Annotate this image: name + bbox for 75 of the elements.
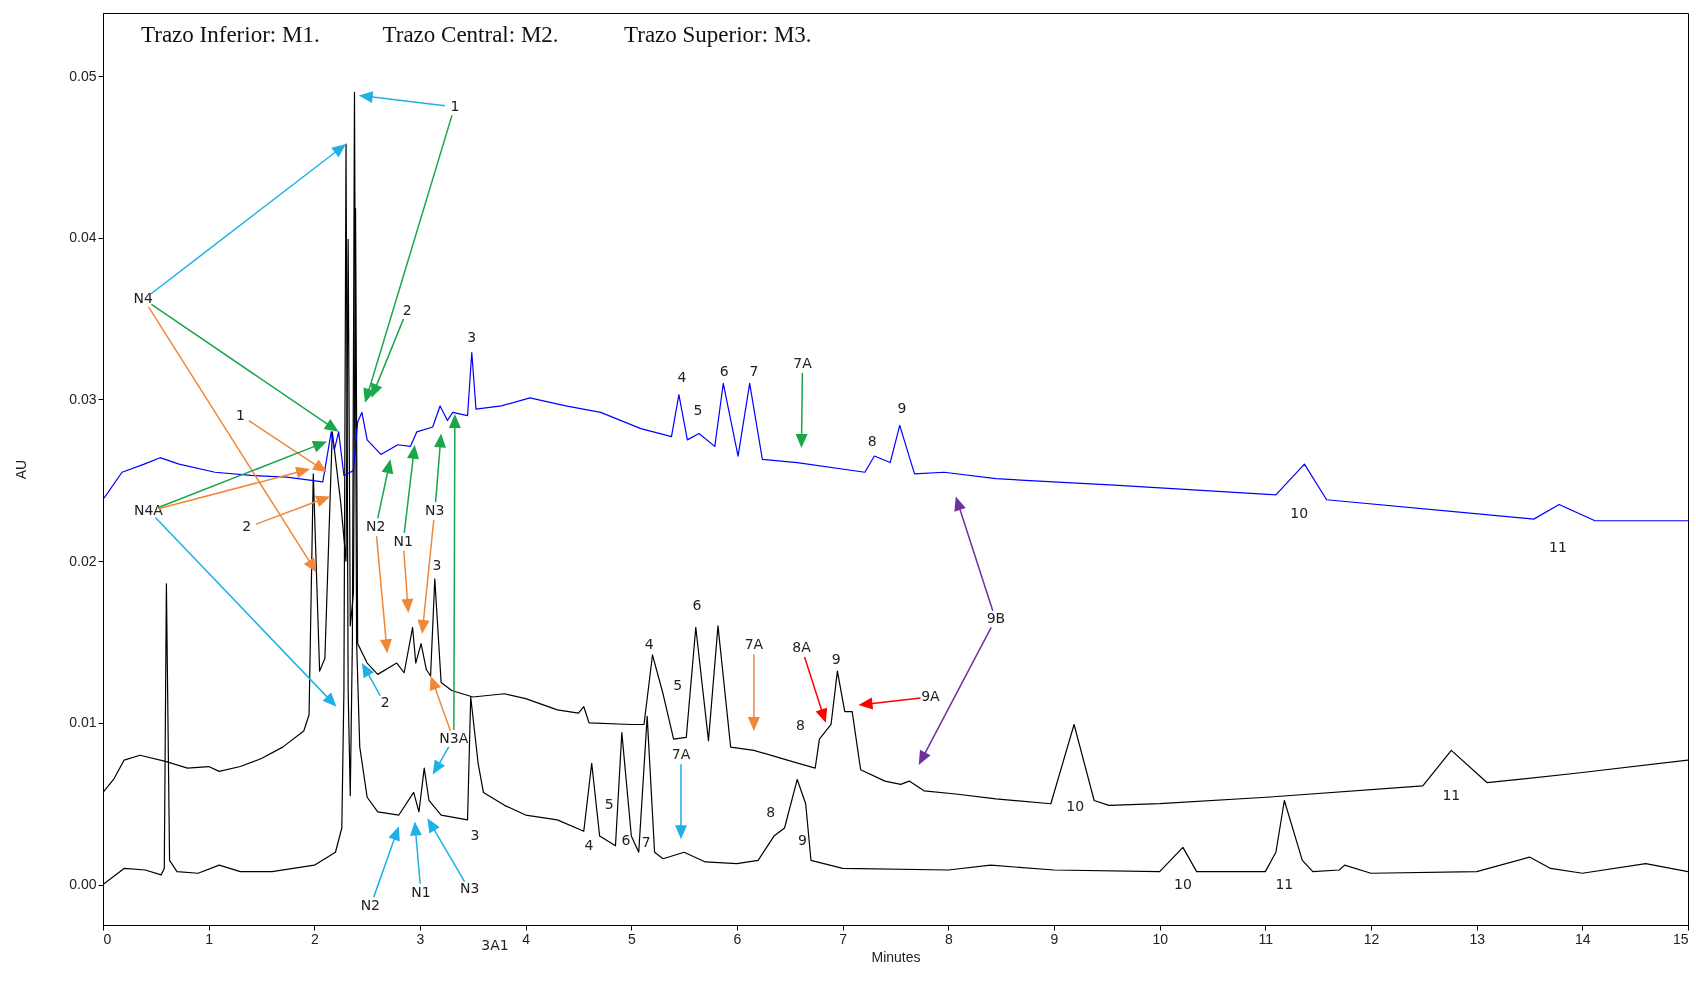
annotation: N1 (411, 883, 431, 900)
x-tick-label: 4 (522, 930, 531, 947)
annotation: 8 (867, 432, 877, 449)
annotation: 5 (604, 796, 614, 813)
annotation: 8 (795, 717, 805, 734)
annotation: N2 (360, 896, 381, 913)
y-tick-label: 0.00 (69, 876, 97, 893)
annotation: Trazo Superior: M3. (624, 22, 812, 47)
annotation: N1 (393, 532, 413, 549)
annotation: 11 (1442, 786, 1461, 803)
annotation: 5 (693, 401, 703, 418)
annotation: N3 (459, 880, 480, 897)
annotation: N3A (439, 730, 469, 747)
x-tick-label: 9 (1050, 930, 1059, 947)
x-tick-label: 13 (1469, 930, 1486, 947)
annotation: 6 (692, 597, 702, 614)
annotation: N2 (365, 518, 386, 535)
text: 3A1 (481, 937, 509, 953)
annotation: 3 (467, 329, 477, 346)
line-series (103, 351, 1688, 522)
y-tick-label: 0.03 (69, 390, 97, 407)
annotation: 6 (719, 362, 729, 379)
annotation: 10 (1066, 797, 1085, 814)
y-tick-label: 0.02 (69, 552, 97, 569)
annotation: Trazo Central: M2. (382, 22, 559, 47)
x-tick-label: 1 (205, 930, 214, 947)
annotation: 10 (1174, 875, 1192, 892)
annotation: 9A (921, 688, 941, 704)
annotation: 7A (744, 636, 764, 653)
annotation: N4 (133, 290, 153, 307)
annotation: 11 (1549, 539, 1567, 556)
x-tick-label: 2 (310, 930, 319, 947)
annotation: 7A (671, 746, 691, 763)
x-tick-label: 11 (1258, 930, 1274, 947)
annotation: 11 (1275, 875, 1294, 892)
annotation: 7 (641, 833, 651, 850)
y-tick-label: 0.04 (69, 229, 97, 246)
y-tick-label: 0.01 (69, 714, 97, 731)
annotation: 1 (235, 406, 245, 423)
x-tick-label: 15 (1672, 930, 1689, 947)
y-tick-label: 0.05 (69, 67, 97, 84)
x-tick-label: 5 (627, 930, 636, 947)
y-axis-title: AU (13, 459, 30, 480)
annotation: 2 (242, 518, 252, 535)
x-tick-label: 7 (839, 930, 848, 947)
annotation: 5 (673, 676, 683, 693)
x-tick-label: 10 (1152, 930, 1169, 947)
x-tick-label: 12 (1363, 930, 1380, 947)
annotation: 9B (986, 610, 1006, 627)
x-tick-label: 14 (1575, 930, 1591, 947)
annotation: N3 (425, 502, 445, 519)
annotation: N4A (133, 502, 164, 519)
annotation: 4 (677, 369, 687, 386)
annotation: Trazo Inferior: M1. (141, 22, 320, 47)
x-axis-title: Minutes (871, 948, 921, 965)
annotation: 7A (793, 354, 813, 371)
annotation: 1 (450, 97, 460, 114)
annotation: 4 (584, 836, 594, 853)
annotation: 10 (1290, 505, 1309, 522)
annotation: 9 (831, 650, 841, 667)
annotation: 4 (644, 636, 654, 653)
annotation: 6 (621, 831, 631, 848)
annotation: 2 (402, 301, 412, 318)
annotation: 9 (798, 831, 807, 848)
annotation: 8 (766, 804, 776, 821)
x-tick-label: 6 (733, 930, 742, 947)
x-tick-label: 0 (103, 930, 112, 947)
annotation: 7 (749, 362, 759, 379)
annotation: 8A (792, 639, 812, 656)
x-tick-label: 8 (944, 930, 953, 947)
annotation: 3 (432, 557, 442, 574)
annotation: 2 (380, 694, 390, 711)
annotation: 3 (470, 827, 480, 844)
x-tick-label: 3 (416, 930, 425, 947)
annotation: 9 (897, 400, 907, 417)
